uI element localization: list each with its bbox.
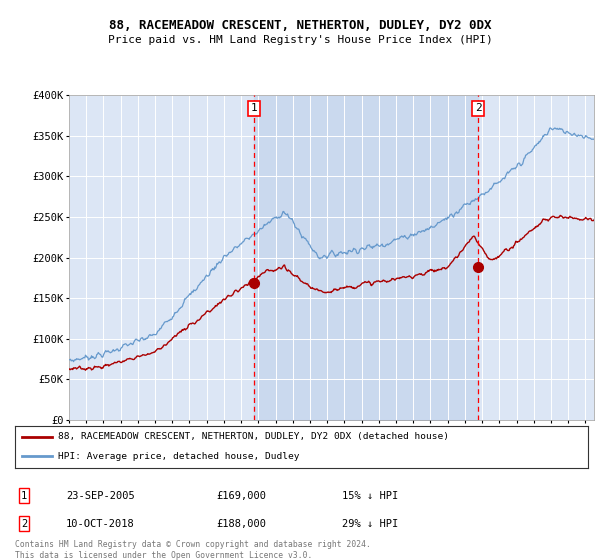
Text: 10-OCT-2018: 10-OCT-2018 — [66, 519, 135, 529]
Text: Contains HM Land Registry data © Crown copyright and database right 2024.
This d: Contains HM Land Registry data © Crown c… — [15, 540, 371, 559]
Text: 23-SEP-2005: 23-SEP-2005 — [66, 491, 135, 501]
Text: 2: 2 — [475, 103, 482, 113]
Text: 1: 1 — [21, 491, 27, 501]
Text: 88, RACEMEADOW CRESCENT, NETHERTON, DUDLEY, DY2 0DX (detached house): 88, RACEMEADOW CRESCENT, NETHERTON, DUDL… — [58, 432, 449, 441]
Text: 15% ↓ HPI: 15% ↓ HPI — [342, 491, 398, 501]
Text: £188,000: £188,000 — [216, 519, 266, 529]
Text: £169,000: £169,000 — [216, 491, 266, 501]
Text: HPI: Average price, detached house, Dudley: HPI: Average price, detached house, Dudl… — [58, 452, 299, 461]
Text: 29% ↓ HPI: 29% ↓ HPI — [342, 519, 398, 529]
Text: 1: 1 — [250, 103, 257, 113]
Text: 2: 2 — [21, 519, 27, 529]
Text: 88, RACEMEADOW CRESCENT, NETHERTON, DUDLEY, DY2 0DX: 88, RACEMEADOW CRESCENT, NETHERTON, DUDL… — [109, 18, 491, 32]
Text: Price paid vs. HM Land Registry's House Price Index (HPI): Price paid vs. HM Land Registry's House … — [107, 35, 493, 45]
